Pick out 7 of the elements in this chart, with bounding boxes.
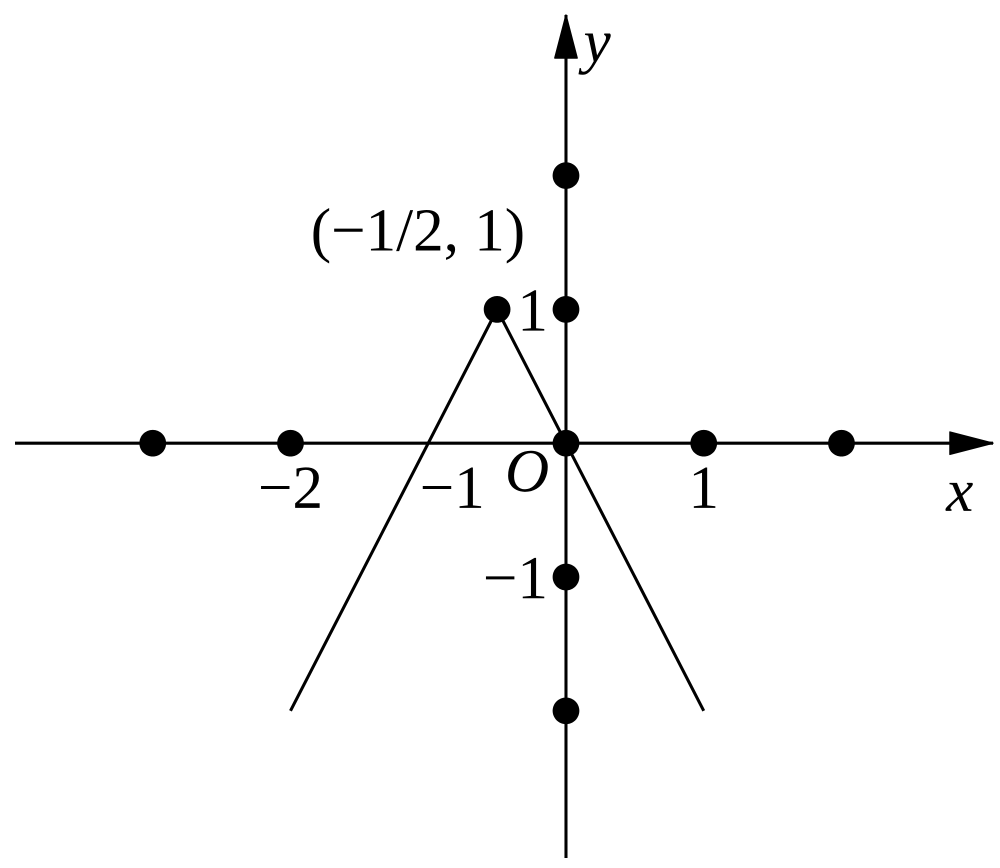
annotation: O	[508, 450, 548, 492]
x-tick-label: −2	[261, 467, 320, 508]
annotation: (−1/2, 1)	[313, 208, 522, 264]
x-tick-label: −1	[422, 467, 482, 508]
x-tick-label: 1	[694, 467, 716, 508]
y-axis-title: y	[578, 34, 611, 75]
x-axis-title: x	[945, 482, 973, 511]
